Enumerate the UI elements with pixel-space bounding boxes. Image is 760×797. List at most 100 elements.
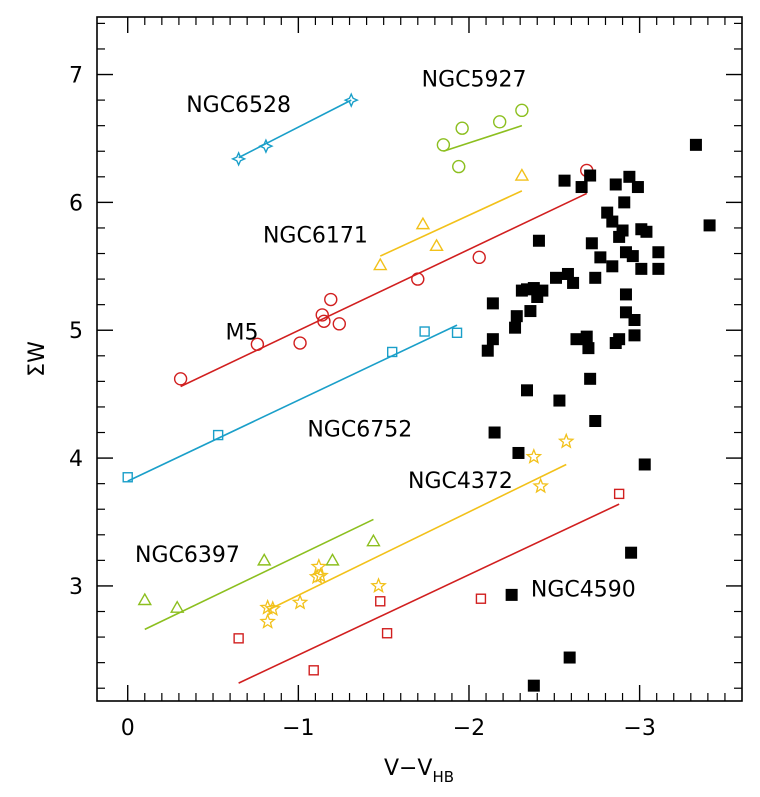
- field-stars-point: [606, 215, 619, 228]
- field-stars-point: [652, 262, 665, 275]
- y-tick-label: 7: [69, 64, 83, 89]
- ngc6171-point: [514, 168, 530, 181]
- ngc6528-label: NGC6528: [186, 93, 291, 118]
- y-axis-label: ΣW: [25, 341, 50, 377]
- ngc4590-point: [375, 596, 386, 607]
- y-tick-label: 5: [69, 319, 83, 344]
- field-stars-point: [505, 588, 518, 601]
- ngc6171-point: [415, 216, 431, 230]
- ngc4372-point: [291, 593, 309, 610]
- field-stars-point: [488, 426, 501, 439]
- ngc6528-point: [343, 92, 359, 108]
- field-stars-point: [616, 224, 629, 237]
- field-stars-point: [563, 651, 576, 664]
- field-stars-point: [606, 260, 619, 273]
- field-stars-point: [570, 333, 583, 346]
- ngc6397-point: [137, 592, 152, 606]
- m5-point: [317, 314, 331, 328]
- field-stars-point: [584, 372, 597, 385]
- y-tick-label: 6: [69, 191, 83, 216]
- ngc4372-point: [312, 566, 329, 583]
- x-tick-label: −3: [623, 716, 655, 741]
- ngc6752-label: NGC6752: [307, 418, 412, 443]
- x-tick-label: −1: [282, 716, 314, 741]
- ngc4372-point: [370, 577, 387, 594]
- data-points: [122, 92, 716, 692]
- ngc5927-point: [515, 103, 529, 118]
- ngc6397-point: [169, 600, 185, 613]
- ngc4372-fit-line: [267, 463, 567, 611]
- ngc5927-point: [436, 138, 451, 152]
- field-stars-point: [618, 196, 631, 209]
- field-stars-point: [625, 546, 638, 559]
- field-stars-point: [580, 330, 593, 343]
- ngc6397-point: [325, 552, 340, 566]
- ngc6171-point: [429, 238, 444, 252]
- field-stars-point: [613, 333, 626, 346]
- ngc4372-point: [264, 600, 282, 617]
- plot-frame: [96, 16, 743, 702]
- field-stars-point: [521, 384, 533, 397]
- ngc6397-label: NGC6397: [135, 543, 240, 568]
- ngc4590-point: [613, 488, 625, 500]
- field-stars-point: [512, 446, 525, 459]
- ngc4590-fit-line: [238, 503, 620, 684]
- ngc5927-point: [455, 121, 469, 135]
- ngc4372-point: [532, 477, 550, 494]
- field-stars-point: [594, 251, 607, 264]
- ngc6752-point: [386, 346, 398, 358]
- ngc6397-fit-line: [144, 518, 374, 631]
- field-stars-point: [527, 679, 540, 692]
- ngc6752-point: [122, 472, 133, 483]
- field-stars-point: [582, 342, 595, 355]
- field-stars-point: [640, 225, 653, 238]
- m5-point: [472, 250, 486, 265]
- ngc4590-point: [381, 628, 393, 639]
- field-stars-point: [553, 394, 566, 407]
- ngc6171-point: [373, 257, 388, 271]
- y-tick-label: 4: [69, 447, 83, 472]
- x-axis-label-main: V−V: [384, 756, 433, 781]
- ngc6397-point: [366, 533, 381, 547]
- x-tick-label: −2: [453, 716, 485, 741]
- series-labels: NGC6528 NGC5927 NGC6171 M5 NGC6752 NGC4372 NGC…: [135, 67, 636, 602]
- field-stars-point: [567, 276, 580, 289]
- field-stars-point: [628, 314, 641, 327]
- ngc6528-point: [258, 138, 274, 154]
- fit-lines: [127, 99, 620, 684]
- field-stars-point: [703, 219, 716, 232]
- field-stars-point: [619, 288, 632, 301]
- ngc4590-point: [475, 593, 487, 604]
- m5-point: [324, 292, 338, 307]
- field-stars-point: [626, 250, 639, 263]
- field-stars-point: [558, 174, 571, 187]
- x-axis-label-subscript: HB: [432, 768, 454, 786]
- ngc6528-fit-line: [238, 99, 352, 159]
- ngc4372-point: [557, 432, 575, 449]
- ngc4590-point: [233, 633, 244, 644]
- x-axis-label: V−VHB: [384, 756, 454, 786]
- field-stars-point: [689, 138, 702, 151]
- field-stars-point: [635, 262, 648, 275]
- ngc4590-point: [308, 665, 319, 676]
- ngc6752-fit-line: [127, 324, 458, 482]
- field-stars-point: [509, 321, 522, 334]
- field-stars-point: [481, 344, 494, 357]
- m5-point: [411, 272, 425, 286]
- field-stars-point: [589, 271, 602, 284]
- ngc4372-label: NGC4372: [408, 469, 513, 494]
- field-stars-point: [486, 297, 499, 310]
- axis-ticks: 0 −1 −2 −3 3 4 5 6 7: [69, 17, 742, 741]
- ngc6171-label: NGC6171: [263, 223, 368, 248]
- m5-point: [293, 336, 307, 350]
- ngc6171-fit-line: [379, 190, 523, 257]
- ngc5927-point: [452, 159, 466, 174]
- field-stars-point: [575, 181, 588, 194]
- field-stars-point: [536, 284, 549, 297]
- ngc4372-point: [259, 612, 277, 629]
- m5-point: [250, 337, 265, 351]
- field-stars-point: [628, 329, 641, 342]
- ngc4590-label: NGC4590: [531, 577, 636, 602]
- ngc6397-point: [257, 552, 272, 566]
